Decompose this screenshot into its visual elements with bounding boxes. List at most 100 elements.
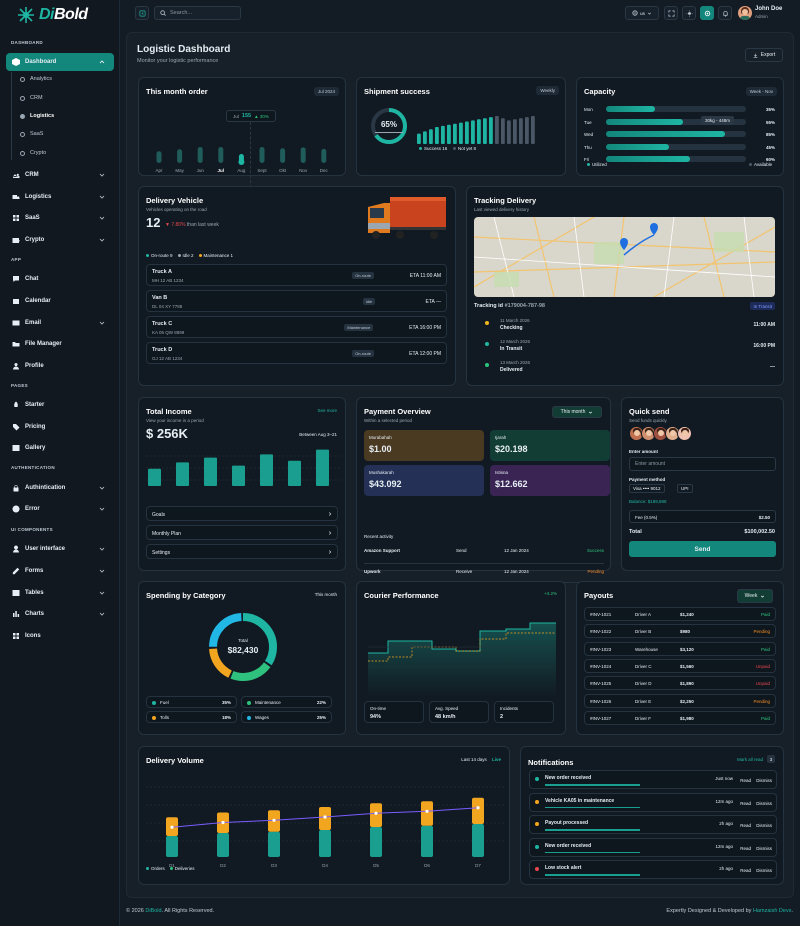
period-select[interactable]: Week [737, 589, 773, 603]
tracking-card: Tracking Delivery Last viewed delivery h… [466, 186, 784, 386]
nav-email[interactable]: Email [6, 314, 114, 332]
nav-starter[interactable]: Starter [6, 396, 114, 414]
payment-status: Success [586, 548, 604, 553]
truck-row[interactable]: Truck A MH 12 AB 1234 On-route ETA 11:00 AM [146, 264, 447, 286]
payment-row[interactable]: Upwork Receive 12 Jan 2024 Pending [364, 562, 604, 579]
capacity-pct: 85% [765, 132, 775, 137]
fullscreen-button[interactable] [664, 6, 678, 20]
capacity-card: Capacity Week - Nov Mon 35% Tue 55% Wed 85% Th… [576, 77, 784, 176]
payout-row[interactable]: #INV-1026 Driver E $2,250 Pending [584, 693, 776, 708]
nav-calendar[interactable]: Calendar [6, 292, 114, 310]
nav-icons[interactable]: Icons [6, 627, 114, 645]
nav-gallery[interactable]: Gallery [6, 439, 114, 457]
notification-dismiss-button[interactable]: Dismiss [756, 800, 772, 806]
nav-profile[interactable]: Profile [6, 357, 114, 375]
mark-all-read-link[interactable]: Mark all read [736, 757, 763, 762]
payment-tile[interactable]: Murabahah $1.00 [364, 430, 484, 461]
sub-crypto[interactable]: Crypto [20, 147, 46, 159]
sub-logistics[interactable]: Logistics [20, 110, 54, 122]
live-badge[interactable]: Live [491, 757, 501, 762]
nav-tables[interactable]: Tables [6, 584, 114, 602]
notification-read-button[interactable]: Read [740, 778, 751, 783]
payment-tile[interactable]: Ijarah $20.198 [490, 430, 610, 461]
payment-row[interactable]: Amazon Support Send 12 Jan 2024 Success [364, 543, 604, 559]
sub-saas[interactable]: SaaS [20, 128, 43, 140]
footer-brand-link[interactable]: DiBold [145, 908, 162, 914]
nav-dashboard[interactable]: Dashboard [6, 53, 114, 71]
payout-row[interactable]: #INV-1023 Warehouse $3,120 Paid [584, 641, 776, 656]
notification-dismiss-button[interactable]: Dismiss [756, 845, 772, 851]
send-button[interactable]: Send [629, 541, 776, 557]
notification-item[interactable]: Low stock alert 2h ago Read Dismiss [529, 860, 777, 879]
notification-dismiss-button[interactable]: Dismiss [756, 778, 772, 783]
footer-author-link[interactable]: Hamzaish Devs [752, 908, 792, 914]
sidebar-toggle-button[interactable] [135, 6, 149, 20]
sub-crm[interactable]: CRM [20, 92, 43, 104]
period-select[interactable]: This month [552, 406, 602, 418]
chevron-up-icon [99, 60, 105, 64]
payout-row[interactable]: #INV-1022 Driver B $980 Pending [584, 624, 776, 639]
see-more-link[interactable]: See more [317, 408, 337, 413]
payout-row[interactable]: #INV-1021 Driver A $1,240 Paid [584, 607, 776, 621]
search-input[interactable]: Search... [154, 6, 241, 20]
income-link-goals[interactable]: Goals [146, 506, 338, 521]
recipient-avatar[interactable] [629, 426, 644, 441]
shipment-bar [489, 117, 493, 144]
payment-tile[interactable]: Istisna $12.662 [490, 465, 610, 496]
amount-input[interactable]: Enter amount [629, 457, 776, 471]
rocket-icon [12, 401, 20, 409]
income-link-settings[interactable]: Settings [146, 544, 338, 559]
period-badge[interactable]: Weekly [536, 86, 559, 95]
truck-row[interactable]: Van B DL 04 XY 7788 Idle ETA — [146, 290, 447, 312]
sub-analytics[interactable]: Analytics [20, 73, 52, 85]
nav-user-interface[interactable]: User interface [6, 540, 114, 558]
payout-id: #INV-1024 [590, 663, 612, 669]
nav-saas[interactable]: SaaS [6, 209, 114, 227]
notification-read-button[interactable]: Read [740, 868, 751, 873]
spending-name: Maintenance [255, 700, 281, 705]
payment-tile[interactable]: Mushakarah $43.092 [364, 465, 484, 496]
nav-charts[interactable]: Charts [6, 605, 114, 623]
truck-row[interactable]: Truck D GJ 12 AB 1234 On-route ETA 12:00 PM [146, 342, 447, 364]
map[interactable] [474, 217, 775, 297]
logo[interactable]: DiBold [16, 6, 88, 24]
recipient-avatar[interactable] [641, 426, 656, 441]
notification-dismiss-button[interactable]: Dismiss [756, 868, 772, 873]
notifications-button[interactable] [718, 6, 732, 20]
nav-authentication[interactable]: Authintication [6, 479, 114, 497]
nav-chat[interactable]: Chat [6, 270, 114, 288]
nav-error[interactable]: Error [6, 500, 114, 518]
notification-read-button[interactable]: Read [740, 845, 751, 851]
notification-item[interactable]: New order received Just now Read Dismiss [529, 770, 777, 789]
export-button[interactable]: Export [745, 48, 783, 62]
notification-item[interactable]: Payout processed 2h ago Read Dismiss [529, 815, 777, 834]
payout-row[interactable]: #INV-1024 Driver C $1,560 Unpaid [584, 658, 776, 673]
income-link-monthly-plan[interactable]: Monthly Plan [146, 525, 338, 540]
theme-toggle-button[interactable] [682, 6, 696, 20]
payout-row[interactable]: #INV-1025 Driver D $1,890 Unpaid [584, 676, 776, 691]
notification-item[interactable]: Vehicle KA05 in maintenance 12m ago Read Di… [529, 792, 777, 812]
period-badge[interactable]: Jul 2024 [313, 87, 339, 96]
nav-pricing[interactable]: Pricing [6, 418, 114, 436]
recipient-avatar[interactable] [677, 426, 692, 441]
nav-crm[interactable]: CRM [6, 166, 114, 184]
upi-option[interactable]: UPI [677, 484, 693, 493]
notification-read-button[interactable]: Read [740, 823, 751, 828]
capacity-track [606, 143, 746, 150]
nav-logistics[interactable]: Logistics [6, 188, 114, 206]
payout-row[interactable]: #INV-1027 Driver F $1,980 Paid [584, 710, 776, 725]
notification-read-button[interactable]: Read [740, 800, 751, 806]
notification-dismiss-button[interactable]: Dismiss [756, 823, 772, 828]
legend-success: Success 16 [419, 146, 447, 151]
settings-button[interactable] [700, 6, 714, 20]
nav-crypto[interactable]: Crypto [6, 231, 114, 249]
card-option[interactable]: Visa •••• 9012 [629, 484, 665, 493]
nav-file-manager[interactable]: File Manager [6, 335, 114, 353]
notification-item[interactable]: New order received 12m ago Read Dismiss [529, 837, 777, 857]
language-select[interactable]: us [625, 6, 659, 20]
truck-row[interactable]: Truck C KA 05 QW 8899 Maintenance ETA 16:00… [146, 316, 447, 338]
period-badge[interactable]: Week - Nov [745, 87, 777, 96]
recipient-avatar[interactable] [653, 426, 668, 441]
nav-forms[interactable]: Forms [6, 562, 114, 580]
avatar[interactable] [738, 6, 752, 20]
